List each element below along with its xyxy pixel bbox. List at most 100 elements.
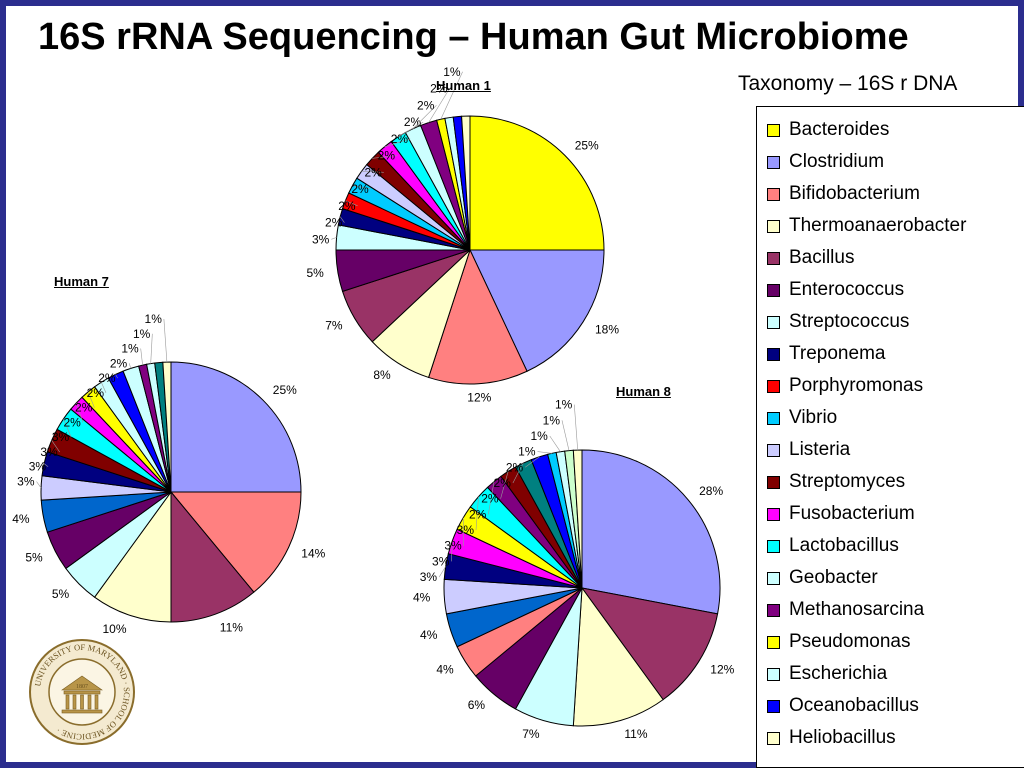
leader-line: [488, 481, 495, 515]
slice-label: 2%: [63, 415, 81, 429]
leader-line: [549, 435, 561, 452]
legend-item: Vibrio: [767, 403, 837, 433]
slice-label: 2%: [75, 401, 93, 415]
slice-label: 2%: [110, 356, 128, 370]
slice-label: 7%: [325, 318, 343, 332]
slice-label: 2%: [325, 216, 343, 230]
pie-2: 25%14%11%10%5%5%4%3%3%3%3%2%2%2%2%2%1%1%…: [12, 312, 325, 636]
legend-swatch: [767, 283, 780, 297]
slice-label: 6%: [468, 698, 486, 712]
leader-line: [140, 348, 143, 366]
legend-swatch: [767, 539, 780, 553]
slice-label: 2%: [98, 371, 116, 385]
leader-line: [500, 471, 509, 499]
legend-item: Listeria: [767, 435, 850, 465]
slice-label: 1%: [133, 327, 151, 341]
slice-label: 1%: [543, 413, 561, 427]
legend-label: Bacillus: [789, 247, 855, 268]
slice-label: 2%: [404, 115, 422, 129]
leader-line: [345, 200, 358, 207]
legend-item: Clostridium: [767, 147, 884, 177]
slice-label: 1%: [145, 312, 163, 326]
leader-line: [115, 374, 118, 379]
legend-label: Listeria: [789, 439, 851, 460]
legend-swatch: [767, 443, 780, 457]
pie-title-human-1: Human 1: [436, 78, 491, 93]
leader-line: [128, 363, 132, 369]
slice-label: 5%: [25, 550, 43, 564]
slice-label: 2%: [506, 460, 524, 474]
legend-item: Geobacter: [767, 563, 878, 593]
slice-label: 2%: [364, 165, 382, 179]
legend-item: Escherichia: [767, 659, 887, 689]
leader-line: [525, 456, 540, 468]
legend-label: Oceanobacillus: [789, 695, 919, 716]
slice-label: 2%: [378, 149, 396, 163]
pie-slice: [580, 587, 719, 701]
leader-line: [101, 382, 107, 394]
pie-slice: [93, 490, 172, 623]
legend-label: Bacteroides: [789, 119, 890, 140]
slice-label: 4%: [413, 591, 431, 605]
legend-swatch: [767, 251, 780, 265]
slice-label: 1%: [555, 398, 573, 412]
legend-swatch: [767, 411, 780, 425]
slice-label: 3%: [17, 475, 35, 489]
legend-label: Thermoanaerobacter: [789, 215, 967, 236]
leader-line: [398, 121, 424, 138]
legend-swatch: [767, 123, 780, 137]
slice-label: 4%: [12, 512, 30, 526]
leader-line: [451, 541, 453, 562]
leader-line: [438, 566, 446, 578]
pie-3: 28%12%11%7%6%4%4%4%3%3%3%3%2%2%2%2%1%1%1…: [413, 398, 735, 741]
slice-label: 2%: [417, 98, 435, 112]
leader-line: [561, 420, 570, 451]
legend-label: Methanosarcina: [789, 599, 925, 620]
leader-line: [462, 517, 464, 546]
legend-item: Streptomyces: [767, 467, 905, 497]
legend-item: Oceanobacillus: [767, 691, 919, 721]
slice-label: 2%: [351, 182, 369, 196]
slide-title: 16S rRNA Sequencing – Human Gut Microbio…: [38, 16, 909, 58]
legend-label: Streptococcus: [789, 311, 910, 332]
slice-label: 14%: [301, 546, 325, 560]
pie-title-human-7: Human 7: [54, 274, 109, 289]
legend-item: Thermoanaerobacter: [767, 211, 966, 241]
leader-line: [428, 88, 450, 123]
leader-line: [331, 237, 337, 240]
legend-title: Taxonomy – 16S r DNA: [738, 72, 958, 95]
slice-label: 2%: [391, 132, 409, 146]
legend-label: Pseudomonas: [789, 631, 911, 652]
leader-line: [352, 185, 371, 190]
slice-label: 12%: [467, 391, 491, 405]
legend-item: Porphyromonas: [767, 371, 923, 401]
pie-slice: [469, 115, 605, 251]
legend-item: Fusobacterium: [767, 499, 915, 529]
legend-label: Bifidobacterium: [789, 183, 920, 204]
legend-label: Lactobacillus: [789, 535, 899, 556]
legend-swatch: [767, 219, 780, 233]
leader-line: [440, 71, 463, 120]
legend-item: Lactobacillus: [767, 531, 899, 561]
pie-title-human-8: Human 8: [616, 384, 671, 399]
slice-label: 3%: [40, 445, 58, 459]
slice-label: 1%: [443, 65, 461, 79]
legend-label: Geobacter: [789, 567, 878, 588]
legend-label: Escherichia: [789, 663, 888, 684]
legend-label: Enterococcus: [789, 279, 905, 300]
slice-label: 25%: [575, 138, 599, 152]
legend-swatch: [767, 571, 780, 585]
slice-label: 10%: [102, 622, 126, 636]
legend-label: Porphyromonas: [789, 375, 924, 396]
leader-line: [36, 481, 42, 489]
pie-slice: [469, 249, 605, 372]
slice-label: 11%: [624, 727, 647, 741]
legend-swatch: [767, 635, 780, 649]
building-icon: [61, 675, 103, 714]
slice-label: 1%: [530, 429, 548, 443]
legend-label: Vibrio: [789, 407, 838, 428]
pie-slice: [572, 586, 664, 727]
slice-label: 28%: [699, 484, 723, 498]
leader-line: [87, 391, 95, 408]
slice-label: 3%: [457, 523, 475, 537]
